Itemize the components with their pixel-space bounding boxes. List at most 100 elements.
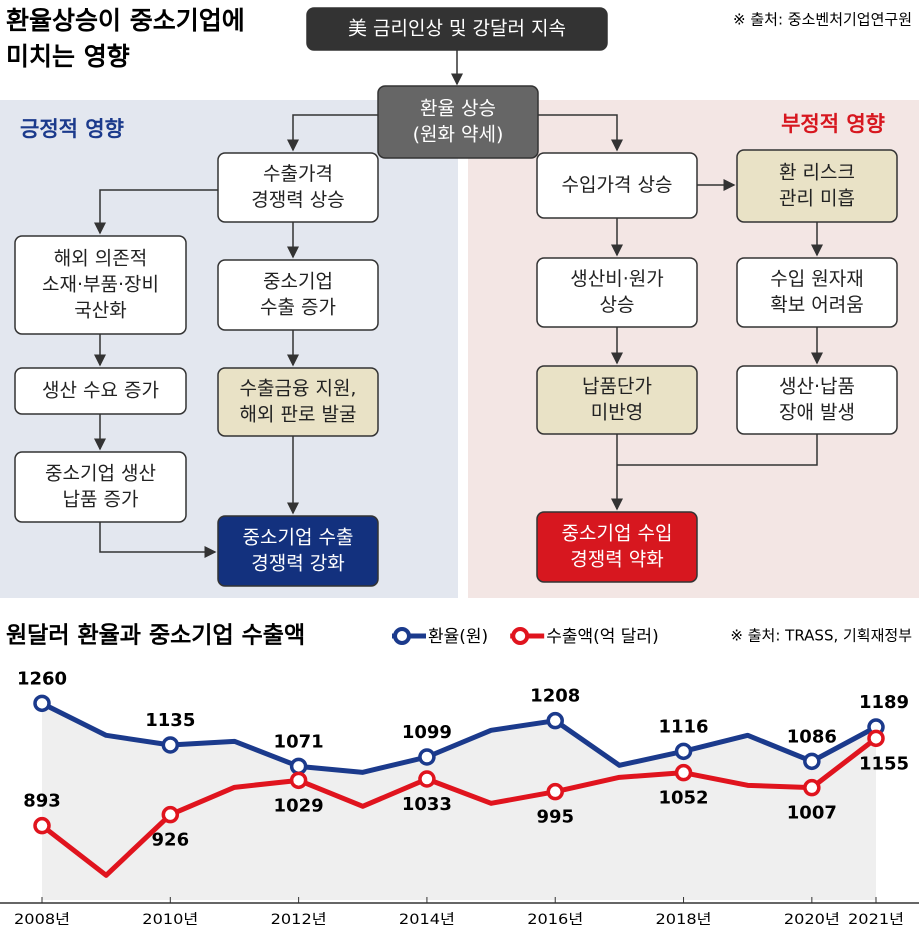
data-label: 1086	[787, 726, 837, 747]
x-tick-label: 2014년	[399, 912, 455, 928]
node-label: 환 리스크	[779, 162, 855, 184]
data-label: 1155	[859, 753, 909, 774]
node-label: 생산 수요 증가	[42, 380, 159, 402]
node-box	[536, 152, 698, 219]
x-tick-label: 2020년	[784, 912, 840, 928]
x-tick-label: 2021년	[848, 912, 904, 928]
node-label: 중소기업	[263, 271, 333, 293]
legend-label: 수출액(억 달러)	[546, 627, 659, 647]
point	[161, 805, 180, 824]
node-label: (원화 약세)	[413, 124, 504, 146]
node-box	[217, 259, 379, 331]
data-label: 1007	[787, 803, 837, 824]
arrows	[94, 50, 823, 558]
node-label: 경쟁력 약화	[570, 549, 663, 571]
node-label: 美 금리인상 및 강달러 지속	[348, 18, 566, 40]
point	[546, 711, 564, 730]
node-box	[536, 257, 698, 328]
area	[42, 703, 876, 900]
node-box	[736, 257, 898, 328]
node-label: 중소기업 수입	[562, 523, 673, 545]
point	[418, 770, 436, 788]
point	[867, 729, 885, 748]
node-box	[377, 85, 539, 159]
node-box	[736, 149, 898, 223]
chart: 2008년 2010년 2012년 2014년 2016년 2018년 2020년 2021년…	[0, 627, 919, 928]
node-label: 중소기업 수출	[243, 527, 354, 549]
data-label: 1208	[530, 686, 580, 707]
x-tick-label: 2008년	[14, 912, 70, 928]
data-label: 1029	[274, 795, 324, 816]
chart-title: 원달러 환율과 중소기업 수출액	[6, 623, 305, 649]
data-label: 1116	[658, 716, 708, 737]
node-label: 해외 의존적	[54, 248, 147, 270]
node-label: 수출 증가	[260, 297, 336, 319]
node-box	[536, 511, 698, 583]
node-box	[736, 365, 898, 435]
title: 미치는 영향	[6, 42, 130, 71]
node-label: 해외 판로 발굴	[240, 404, 357, 426]
point	[289, 757, 308, 776]
data-label: 1189	[859, 692, 909, 713]
node-box	[217, 515, 379, 587]
point	[674, 742, 693, 761]
node-box	[14, 235, 187, 335]
x-tick-label: 2012년	[271, 912, 327, 928]
node-box	[536, 365, 698, 435]
point	[803, 752, 821, 771]
node-label: 관리 미흡	[779, 188, 855, 210]
node-box	[217, 367, 379, 437]
node-label: 환율 상승	[420, 98, 496, 120]
point	[803, 778, 821, 797]
legend-marker	[393, 627, 411, 645]
data-label: 1052	[658, 788, 708, 809]
point	[33, 694, 51, 713]
line	[40, 736, 878, 878]
data-label: 1099	[402, 722, 452, 743]
node-label: 장애 발생	[779, 402, 855, 424]
node-label: 확보 어려움	[770, 294, 863, 316]
node-label: 납품단가	[582, 376, 652, 398]
chart-source: ※ 출처: TRASS, 기획재정부	[730, 627, 912, 645]
node-label: 경쟁력 강화	[251, 553, 344, 575]
data-label: 1071	[274, 731, 324, 752]
node-label: 생산비·원가	[570, 268, 663, 290]
source: ※ 출처: 중소벤처기업연구원	[733, 11, 912, 29]
x-tick-label: 2018년	[656, 912, 712, 928]
node-box	[217, 152, 379, 223]
x-tick-label: 2010년	[142, 912, 198, 928]
node-label: 수입가격 상승	[562, 174, 673, 196]
heading: 긍정적 영향	[20, 117, 124, 141]
node-label: 수출금융 지원,	[240, 378, 357, 400]
point	[289, 771, 308, 790]
data-label: 1135	[145, 710, 195, 731]
node-label: 중소기업 생산	[45, 463, 156, 485]
line	[40, 701, 878, 775]
data-label: 1260	[17, 668, 67, 689]
title: 환율상승이 중소기업에	[6, 6, 245, 35]
data-label: 926	[152, 830, 190, 851]
node-box	[306, 7, 608, 51]
node-label: 수출가격	[263, 163, 333, 185]
node-box	[14, 367, 187, 415]
point	[674, 763, 693, 782]
node-label: 국산화	[74, 300, 126, 322]
node-label: 경쟁력 상승	[251, 189, 344, 211]
legend-label: 환율(원)	[428, 627, 488, 647]
point	[546, 782, 564, 801]
node-label: 생산·납품	[779, 376, 855, 398]
node-label: 소재·부품·장비	[42, 274, 159, 296]
node-label: 수입 원자재	[770, 268, 863, 290]
point	[418, 748, 436, 766]
legend-marker	[511, 627, 530, 645]
heading: 부정적 영향	[781, 112, 885, 136]
data-label: 995	[536, 807, 574, 828]
node-label: 납품 증가	[63, 489, 139, 511]
node-label: 상승	[600, 294, 635, 316]
node-label: 미반영	[591, 402, 643, 424]
node-box	[14, 451, 187, 523]
point	[161, 736, 180, 754]
data-label: 1033	[402, 794, 452, 815]
x-tick-label: 2016년	[527, 912, 583, 928]
